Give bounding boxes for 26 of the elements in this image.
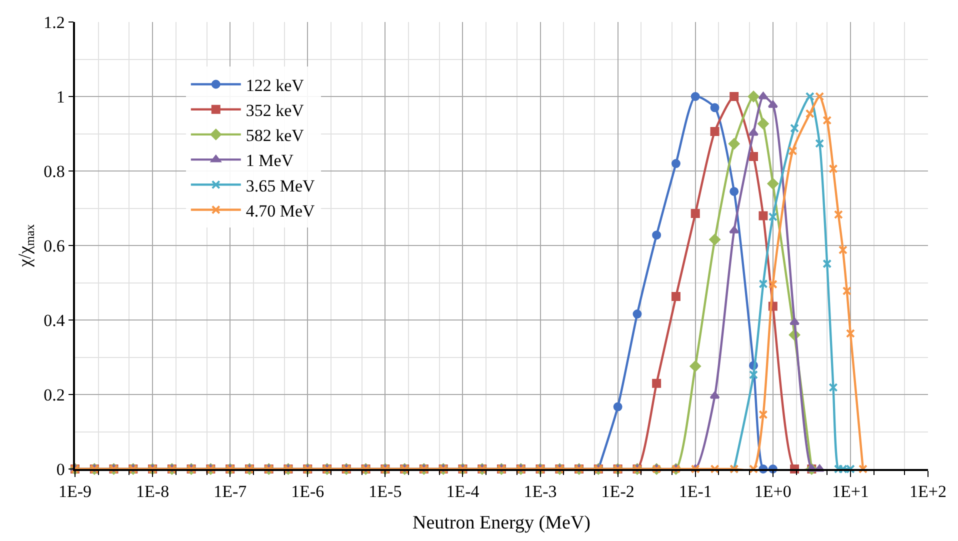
legend-label: 582 keV	[246, 126, 305, 146]
x-tick-label: 1E-5	[368, 482, 402, 502]
x-tick-label: 1E-1	[678, 482, 712, 502]
x-tick-label: 1E+0	[754, 482, 792, 502]
x-tick-label: 1E-3	[524, 482, 557, 502]
y-tick-label: 0.4	[44, 310, 66, 330]
x-tick-label: 1E-6	[291, 482, 324, 502]
y-tick-label: 0	[56, 460, 65, 479]
x-tick-label: 1E-2	[601, 482, 634, 502]
y-tick-label: 0.8	[44, 162, 65, 181]
legend-label: 3.65 MeV	[246, 176, 316, 196]
legend-label: 352 keV	[246, 100, 305, 120]
y-tick-label: 1.2	[44, 12, 65, 32]
y-tick-label: 0.6	[44, 236, 65, 256]
legend-label: 1 MeV	[246, 151, 294, 170]
x-tick-label: 1E-7	[214, 482, 248, 502]
x-tick-label: 1E+2	[910, 482, 946, 502]
x-tick-label: 1E-8	[136, 482, 170, 502]
legend-label: 122 keV	[246, 76, 305, 95]
x-tick-label: 1E-4	[446, 482, 480, 502]
x-tick-label: 1E-9	[58, 482, 92, 502]
y-tick-label: 0.2	[44, 385, 65, 404]
x-axis-title: Neutron Energy (MeV)	[412, 512, 590, 534]
legend-label: 4.70 MeV	[246, 201, 316, 220]
x-tick-label: 1E+1	[832, 482, 869, 502]
y-tick-label: 1	[56, 87, 65, 106]
